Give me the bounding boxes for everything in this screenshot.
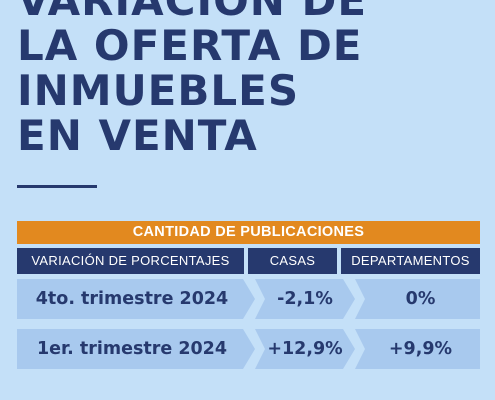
title-line: EN VENTA <box>17 111 258 160</box>
casas-cell: -2,1% <box>255 279 355 319</box>
casas-value: -2,1% <box>277 289 333 309</box>
table-row: 1er. trimestre 2024 +12,9% +9,9% <box>17 329 480 369</box>
period-label: 4to. trimestre 2024 <box>35 289 229 309</box>
period-cell: 4to. trimestre 2024 <box>17 279 255 319</box>
table-row: 4to. trimestre 2024 -2,1% 0% <box>17 279 480 319</box>
title-divider <box>17 185 97 188</box>
column-header-casas: CASAS <box>248 248 337 274</box>
departamentos-value: +9,9% <box>388 339 453 359</box>
departamentos-value: 0% <box>405 289 436 309</box>
period-label: 1er. trimestre 2024 <box>36 339 228 359</box>
departamentos-cell: +9,9% <box>355 329 480 369</box>
departamentos-cell: 0% <box>355 279 480 319</box>
title-line: LA OFERTA DE <box>17 21 363 70</box>
column-header-departamentos: DEPARTAMENTOS <box>341 248 480 274</box>
period-cell: 1er. trimestre 2024 <box>17 329 255 369</box>
casas-value: +12,9% <box>267 339 343 359</box>
casas-cell: +12,9% <box>255 329 355 369</box>
page-title: VARIACIÓN DE LA OFERTA DE INMUEBLES EN V… <box>17 0 367 158</box>
column-header-variation: VARIACIÓN DE PORCENTAJES <box>17 248 244 274</box>
table-header: CANTIDAD DE PUBLICACIONES <box>17 221 480 244</box>
title-line: INMUEBLES <box>17 66 300 115</box>
title-line: VARIACIÓN DE <box>17 0 368 25</box>
